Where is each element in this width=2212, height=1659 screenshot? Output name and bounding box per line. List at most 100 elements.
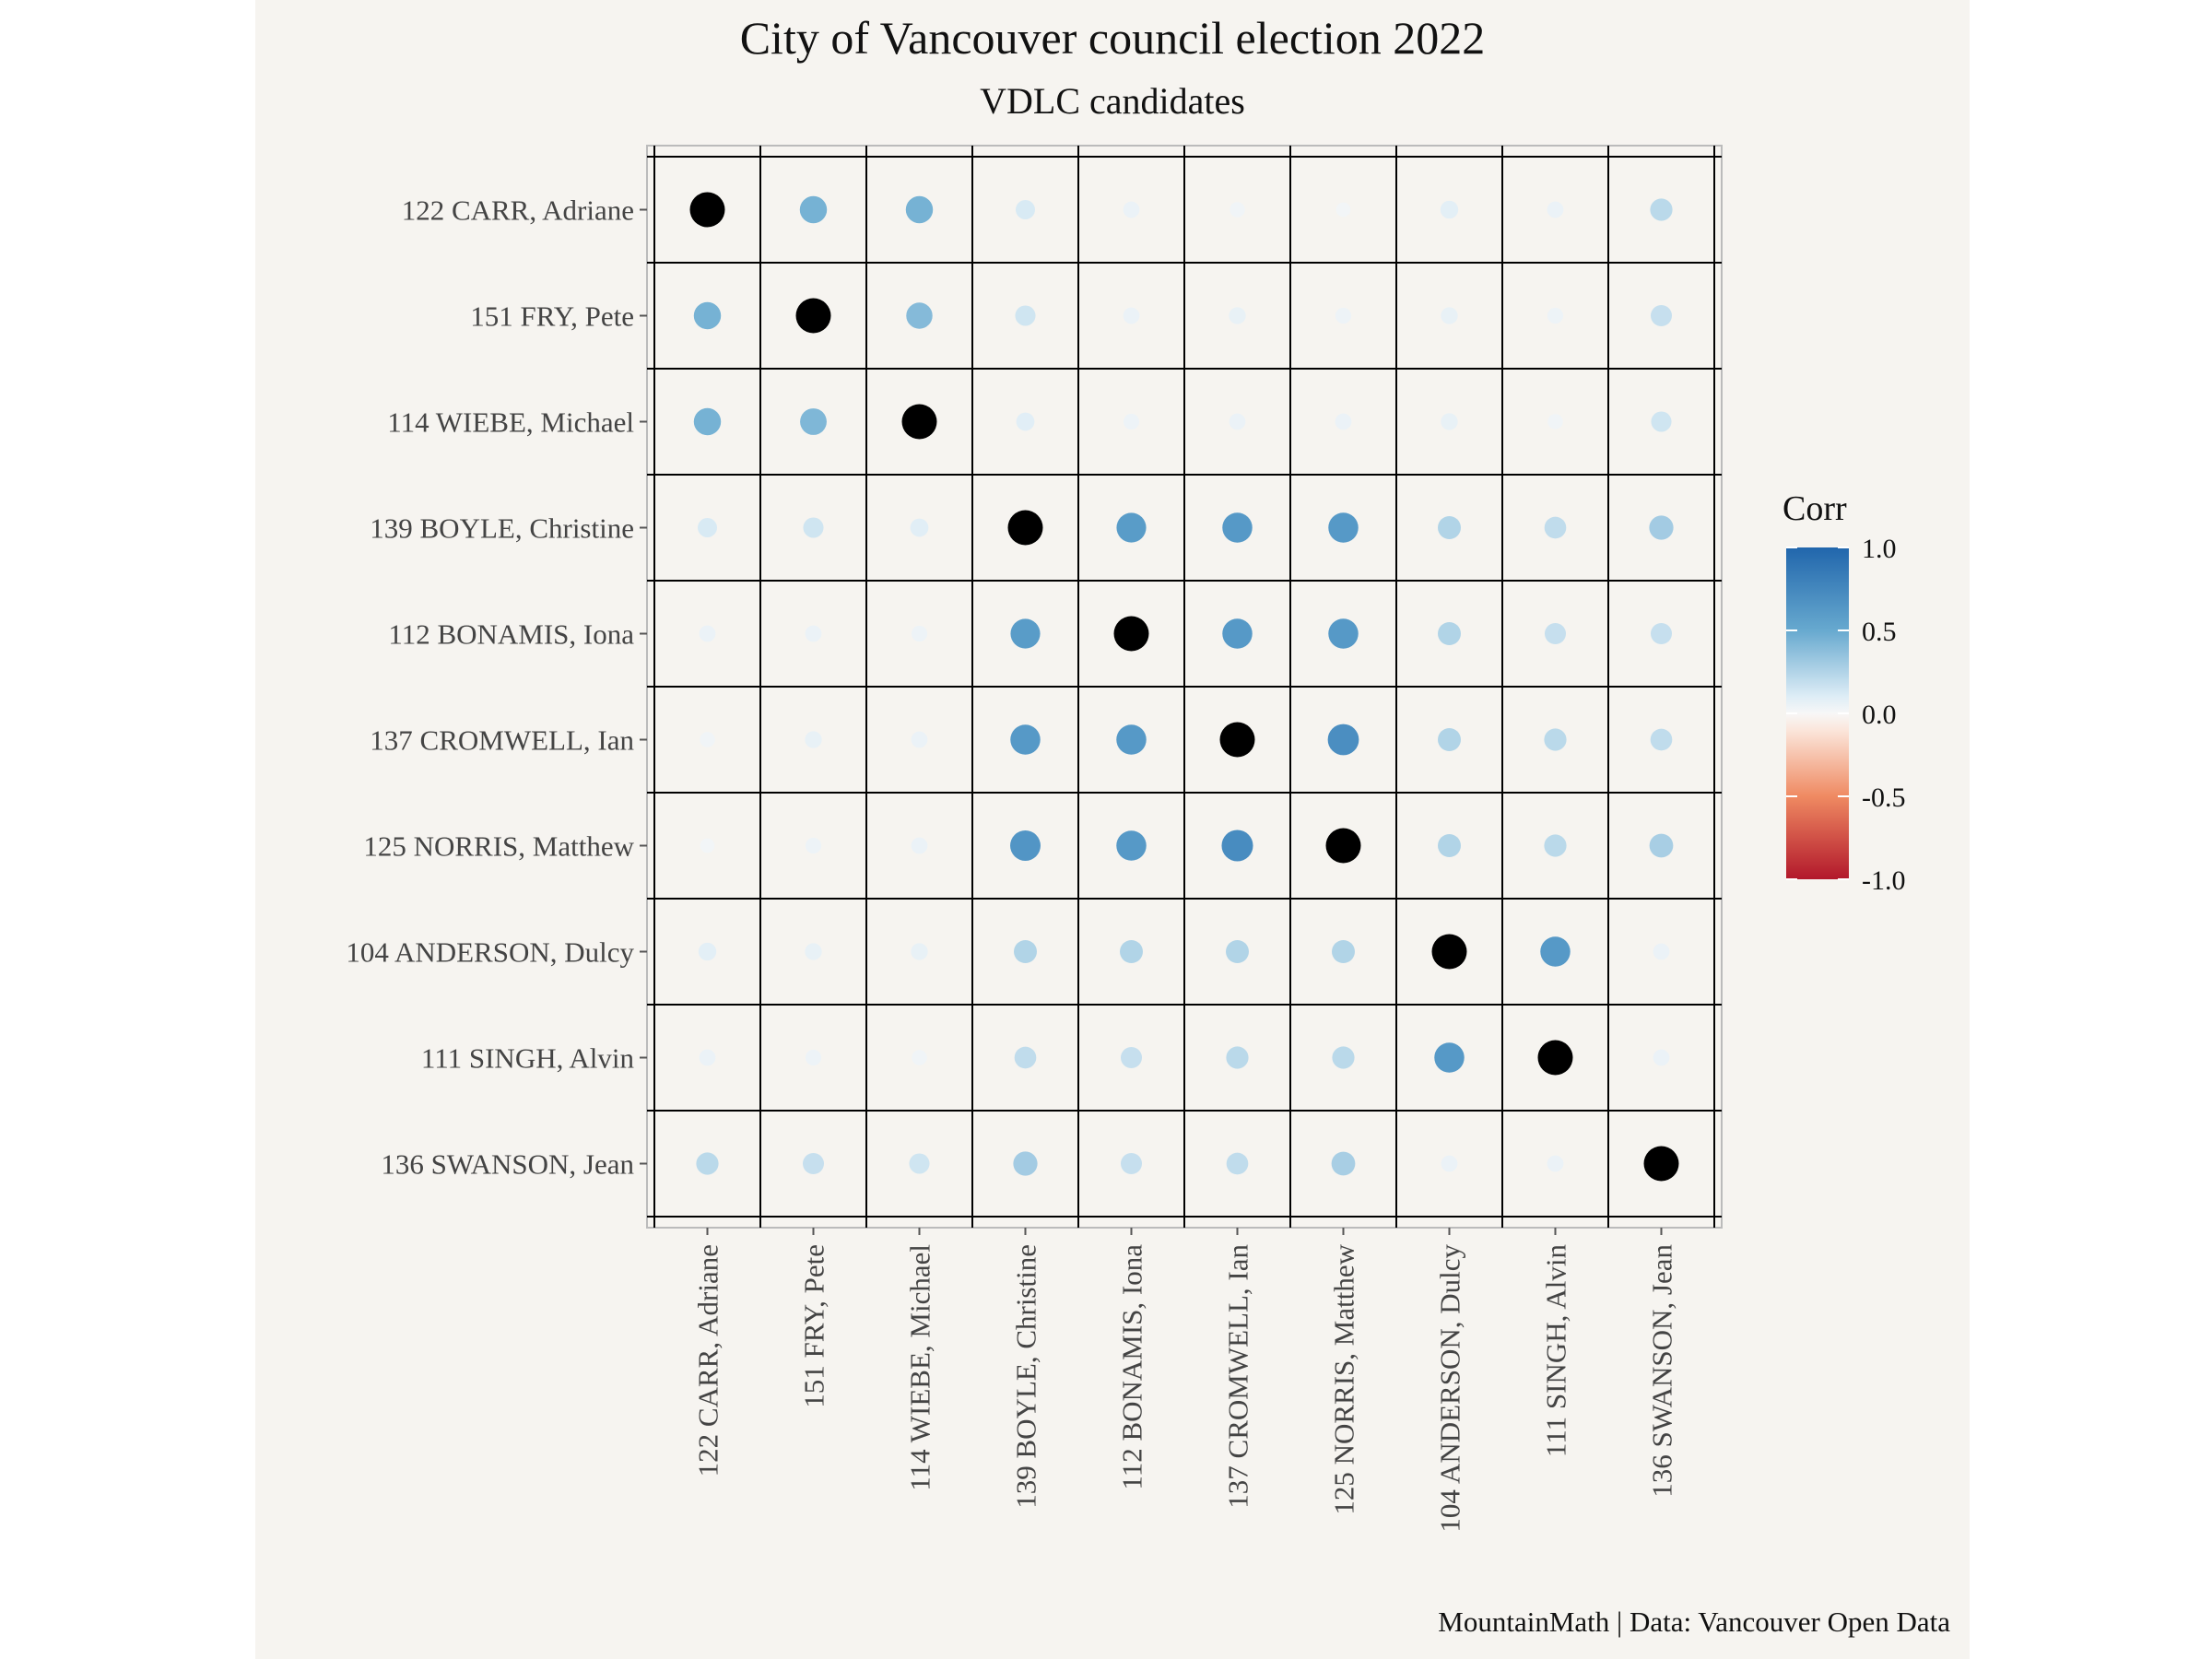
- chart-title: City of Vancouver council election 2022: [739, 12, 1486, 64]
- correlation-point: [1649, 833, 1674, 858]
- row-label: 112 BONAMIS, Iona: [388, 618, 634, 651]
- row-label: 137 CROMWELL, Ian: [370, 724, 634, 757]
- diagonal-point: [1537, 1040, 1573, 1076]
- correlation-point: [1649, 515, 1674, 540]
- correlation-point: [805, 731, 822, 748]
- diagonal-point: [1431, 934, 1467, 970]
- legend-tick-label: -0.5: [1862, 782, 1906, 813]
- correlation-point: [1229, 307, 1246, 324]
- correlation-point: [1010, 724, 1041, 755]
- row-label: 111 SINGH, Alvin: [421, 1042, 635, 1075]
- correlation-point: [693, 301, 722, 330]
- correlation-point: [1328, 618, 1359, 649]
- correlation-point: [911, 837, 928, 854]
- column-label: 104 ANDERSON, Dulcy: [1434, 1244, 1466, 1533]
- correlation-point: [910, 518, 929, 537]
- correlation-point: [1229, 413, 1246, 430]
- column-label: 112 BONAMIS, Iona: [1116, 1244, 1148, 1490]
- correlation-point: [1328, 512, 1359, 543]
- correlation-point: [1335, 202, 1351, 218]
- correlation-point: [1547, 1155, 1564, 1172]
- row-label: 136 SWANSON, Jean: [381, 1148, 634, 1181]
- correlation-point: [1332, 1046, 1355, 1069]
- correlation-point: [699, 1049, 716, 1066]
- correlation-point: [1544, 834, 1567, 857]
- chart-subtitle: VDLC candidates: [980, 80, 1245, 122]
- correlation-point: [1015, 305, 1036, 326]
- diagonal-point: [1219, 722, 1255, 758]
- correlation-point: [911, 731, 928, 748]
- correlation-point: [1327, 724, 1359, 756]
- correlation-point: [1441, 1155, 1458, 1172]
- correlation-point: [1016, 412, 1035, 431]
- correlation-point: [1120, 940, 1143, 963]
- correlation-point: [1014, 940, 1037, 963]
- diagonal-point: [901, 404, 937, 440]
- column-label: 136 SWANSON, Jean: [1646, 1244, 1678, 1498]
- correlation-point: [802, 1152, 825, 1175]
- legend-tick-label: 0.5: [1862, 617, 1897, 647]
- correlation-point: [1116, 512, 1147, 543]
- correlation-point: [1650, 728, 1673, 751]
- column-label: 114 WIEBE, Michael: [904, 1244, 936, 1491]
- grid-lines: [646, 145, 1723, 1229]
- correlation-point: [1010, 830, 1041, 861]
- correlation-point: [1226, 1152, 1249, 1175]
- row-label: 104 ANDERSON, Dulcy: [346, 936, 634, 969]
- row-label: 114 WIEBE, Michael: [387, 406, 634, 439]
- correlation-point: [1222, 512, 1253, 543]
- correlation-point: [1650, 198, 1673, 221]
- row-label: 139 BOYLE, Christine: [370, 512, 634, 545]
- correlation-point: [1013, 1151, 1038, 1176]
- correlation-point: [1015, 199, 1036, 220]
- row-label: 122 CARR, Adriane: [402, 194, 634, 227]
- correlation-point: [1221, 830, 1253, 862]
- correlation-point: [906, 302, 933, 329]
- correlation-point: [805, 1049, 822, 1066]
- correlation-point: [1650, 622, 1673, 645]
- correlation-points: [689, 192, 1679, 1182]
- correlation-point: [1332, 940, 1355, 963]
- row-label: 125 NORRIS, Matthew: [363, 830, 634, 863]
- correlation-point: [1123, 307, 1140, 324]
- correlation-point: [800, 408, 827, 435]
- correlation-point: [698, 942, 717, 961]
- correlation-point: [1116, 830, 1147, 861]
- diagonal-point: [1643, 1146, 1679, 1182]
- diagonal-point: [1113, 616, 1149, 652]
- column-label: 111 SINGH, Alvin: [1540, 1244, 1572, 1458]
- correlation-point: [803, 517, 824, 538]
- legend: Corr 1.0 0.5 0.0 -0.5 -1.0: [1783, 489, 1906, 896]
- correlation-point: [693, 407, 722, 436]
- chart-caption: MountainMath | Data: Vancouver Open Data: [1438, 1606, 1950, 1638]
- correlation-point: [1441, 413, 1458, 430]
- correlation-point: [1438, 834, 1461, 857]
- correlation-point: [1010, 618, 1041, 649]
- correlation-point: [1335, 413, 1352, 430]
- correlation-point: [1226, 1046, 1249, 1069]
- column-label: 139 BOYLE, Christine: [1010, 1244, 1042, 1509]
- diagonal-point: [1007, 510, 1043, 546]
- column-label: 125 NORRIS, Matthew: [1328, 1243, 1360, 1514]
- row-label: 151 FRY, Pete: [470, 300, 634, 333]
- correlation-point: [1438, 728, 1461, 751]
- correlation-point: [805, 837, 822, 854]
- correlation-point: [1544, 622, 1567, 645]
- legend-tick-label: -1.0: [1862, 865, 1906, 896]
- correlation-point: [1226, 940, 1249, 963]
- diagonal-point: [1325, 828, 1361, 864]
- correlation-point: [1440, 200, 1459, 219]
- column-label: 137 CROMWELL, Ian: [1222, 1244, 1254, 1509]
- legend-tick-label: 1.0: [1862, 534, 1897, 564]
- correlation-point: [1120, 1046, 1143, 1069]
- correlation-point: [911, 943, 928, 960]
- plot-panel: [255, 0, 1970, 1659]
- correlation-point: [912, 1050, 927, 1065]
- correlation-point: [699, 625, 716, 642]
- correlation-point: [1651, 411, 1672, 432]
- legend-tick-label: 0.0: [1862, 700, 1897, 730]
- correlation-point: [1544, 516, 1567, 539]
- correlation-point: [1547, 414, 1563, 429]
- correlation-point: [1653, 943, 1670, 960]
